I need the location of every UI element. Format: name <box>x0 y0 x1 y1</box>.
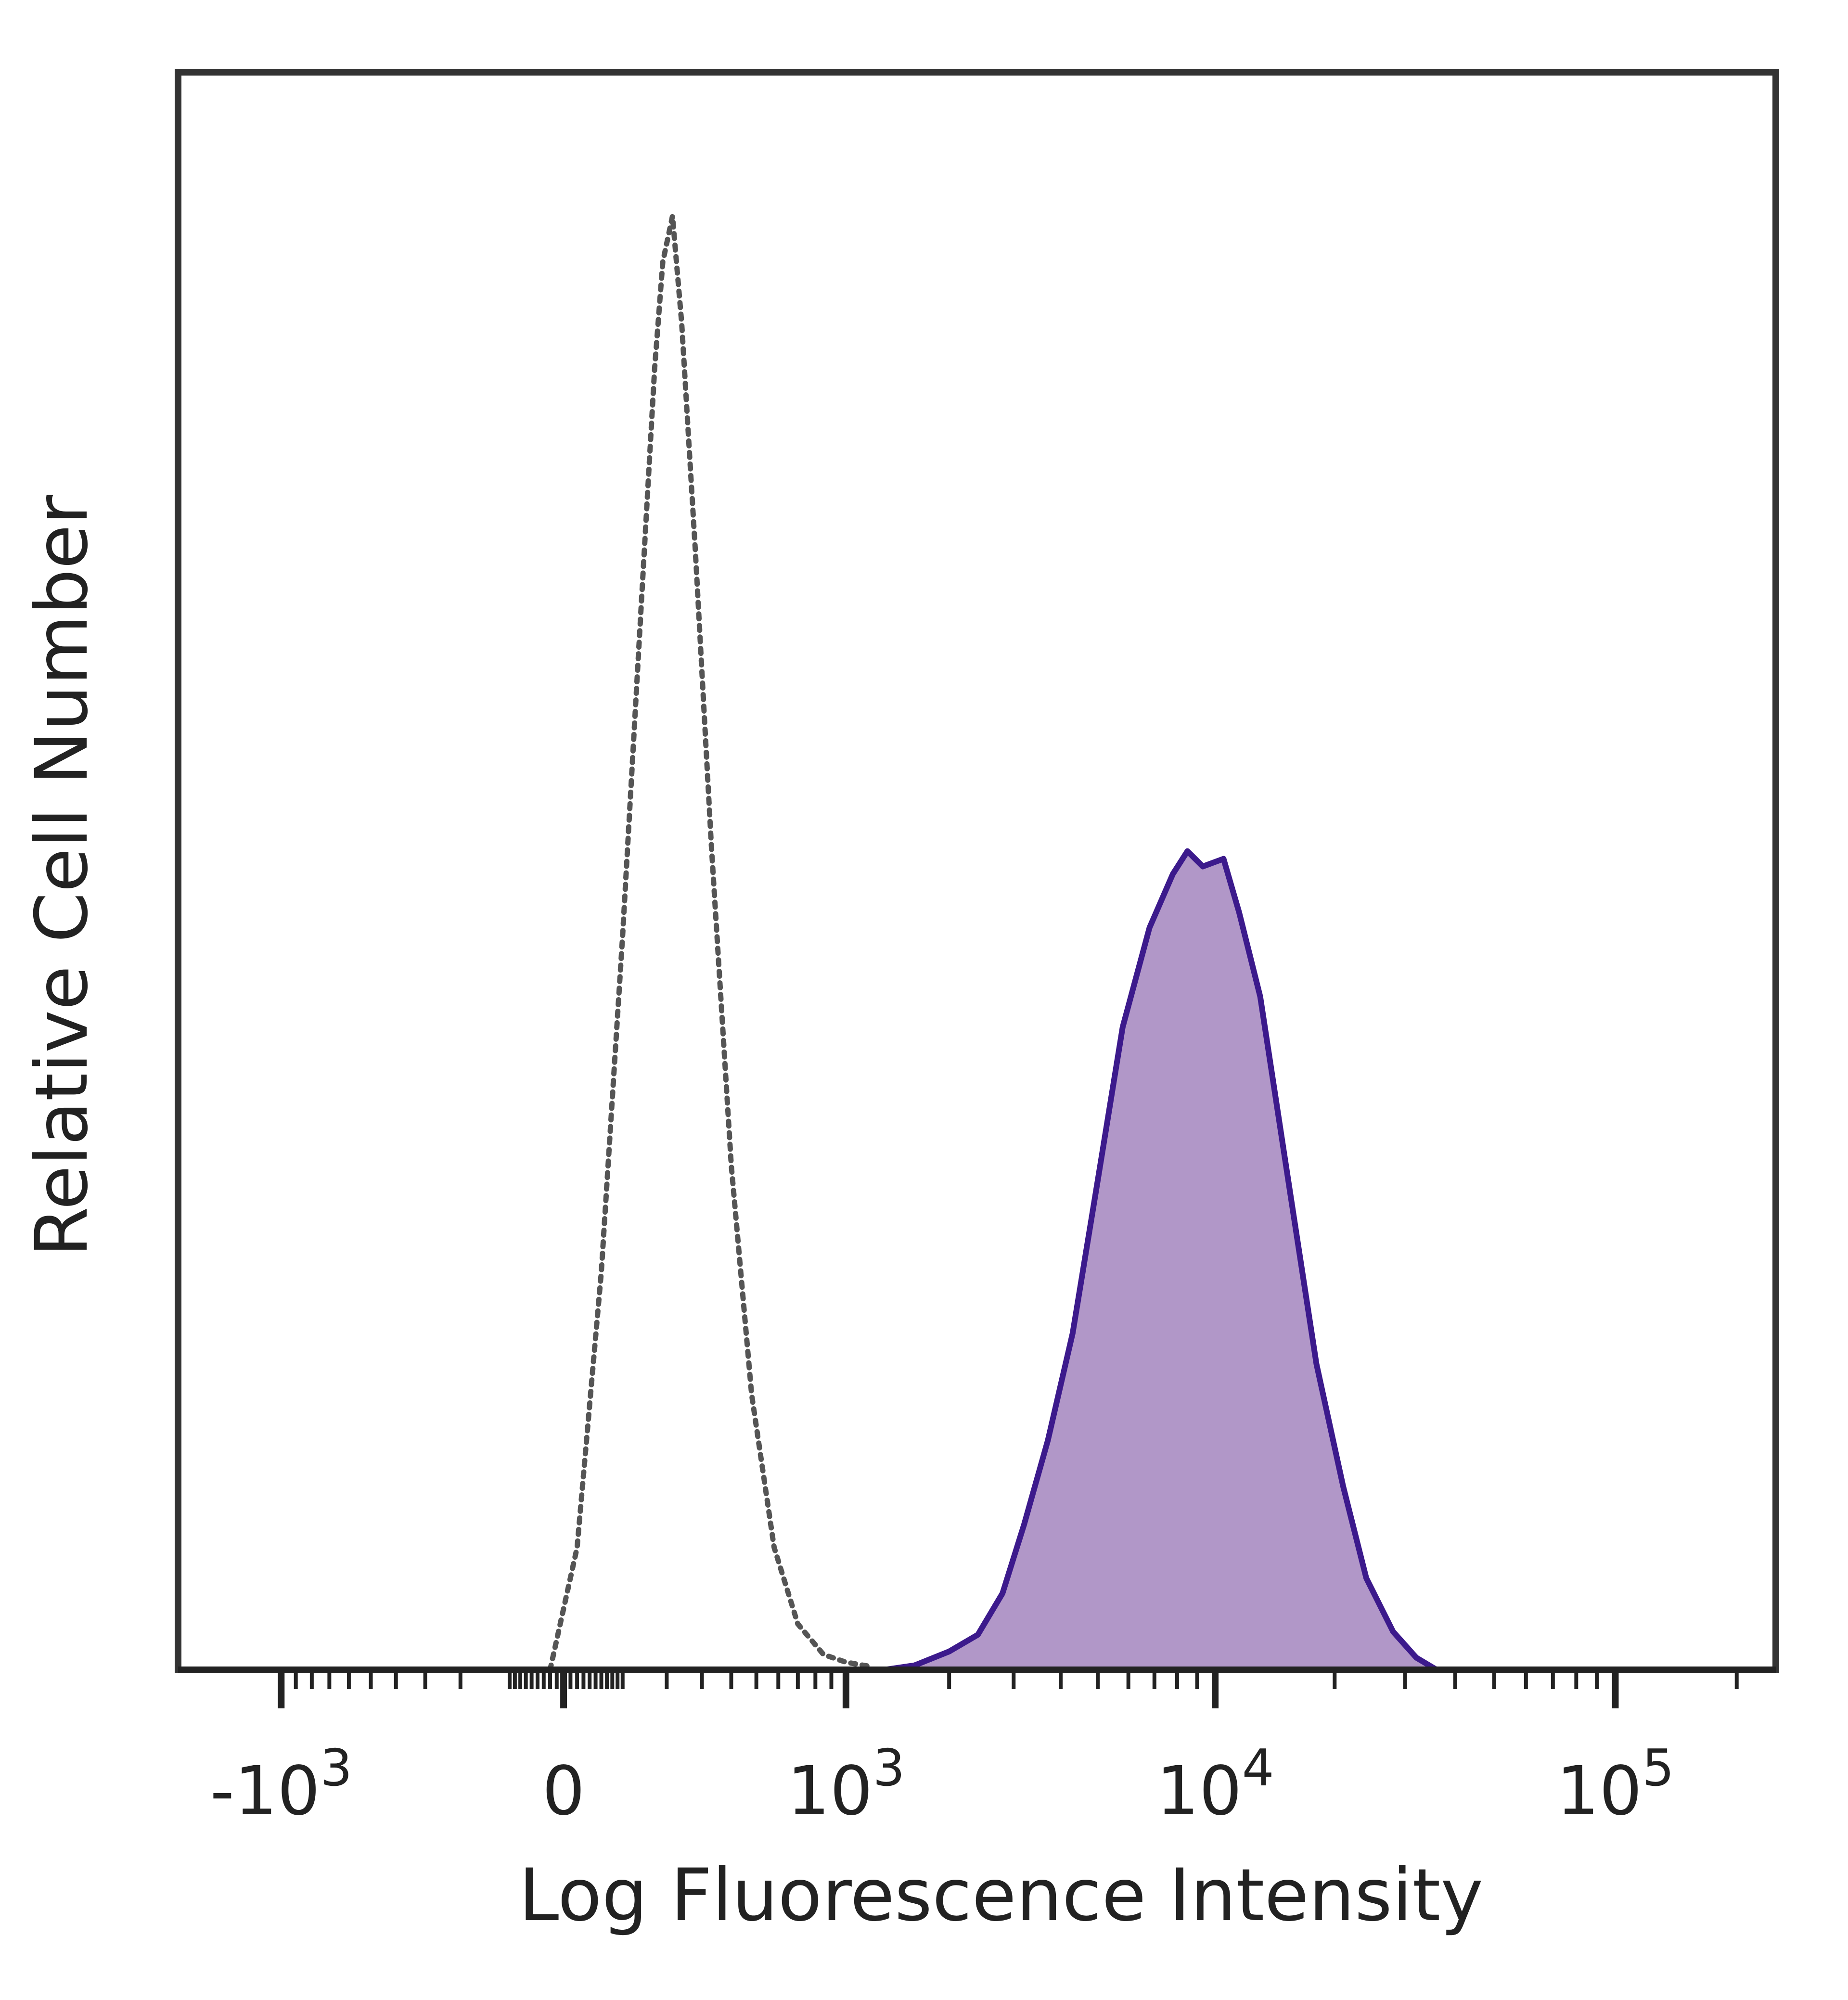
series-0-line <box>547 215 875 1673</box>
series-layer <box>547 215 1438 1673</box>
series-1-outline <box>883 848 1438 1673</box>
series-1-fill <box>884 851 1437 1670</box>
x-tick-label: 105 <box>1556 1739 1674 1831</box>
x-tick-label: 0 <box>542 1752 585 1831</box>
x-tick-label: 103 <box>787 1739 905 1831</box>
x-axis-tick-labels: -103 0 103 104 105 <box>210 1739 1674 1831</box>
x-axis-label: Log Fluorescence Intensity <box>519 1854 1483 1937</box>
plot-frame <box>175 69 1779 1673</box>
x-tick-label: 104 <box>1156 1739 1274 1831</box>
x-tick-label: -103 <box>210 1739 352 1831</box>
x-axis-ticks <box>178 1667 1776 1708</box>
y-axis-label: Relative Cell Number <box>20 495 104 1257</box>
